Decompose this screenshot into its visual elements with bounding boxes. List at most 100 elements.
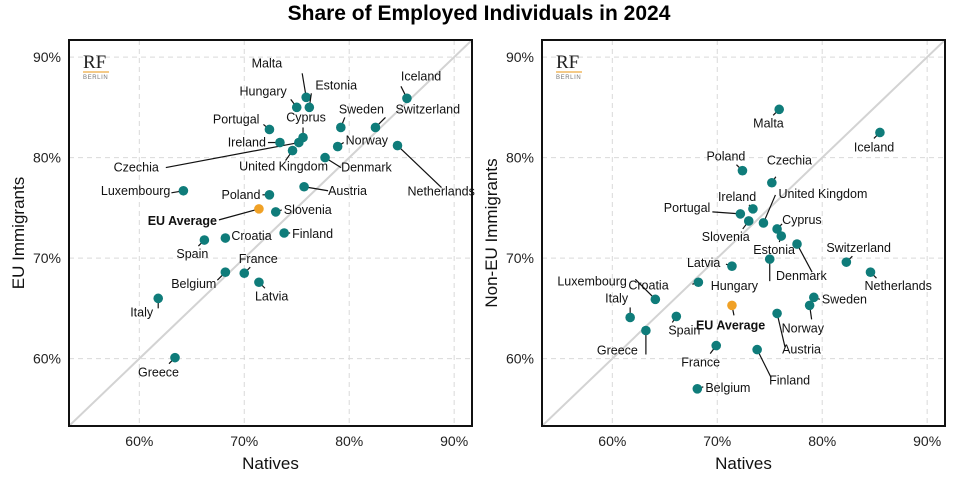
- y-tick-label: 80%: [506, 150, 534, 166]
- data-point: [264, 124, 275, 135]
- data-point: [301, 92, 311, 103]
- data-point: [735, 209, 746, 219]
- y-tick-label: 90%: [506, 49, 534, 65]
- point-label: Spain: [176, 247, 208, 261]
- point-label: Poland: [706, 150, 745, 164]
- point-label: Estonia: [753, 243, 795, 257]
- point-label: Norway: [782, 321, 825, 335]
- data-point: [153, 293, 164, 304]
- panel-non-eu-immigrants: 60% 70% 80% 90% 60% 70% 80% 90% RF BERLIN Malta Ice…: [482, 39, 946, 473]
- point-label: Czechia: [767, 154, 812, 168]
- point-label: Belgium: [705, 381, 750, 395]
- data-point: [294, 137, 304, 148]
- x-tick-label: 70%: [230, 433, 258, 449]
- point-label: Spain: [668, 323, 700, 337]
- leader-line: [762, 194, 776, 224]
- y-tick-label: 70%: [33, 250, 61, 266]
- data-point: [402, 93, 412, 104]
- data-point: [711, 340, 722, 351]
- data-point: [170, 352, 180, 363]
- x-tick-label: 80%: [808, 433, 836, 449]
- point-label: France: [681, 356, 720, 370]
- data-point: [772, 224, 782, 234]
- data-point: [270, 207, 281, 217]
- point-label: Hungary: [711, 279, 759, 293]
- data-point: [875, 127, 885, 138]
- logo-rf-text: RF: [556, 52, 579, 73]
- plot-frame: [541, 39, 946, 427]
- point-label: Malta: [753, 116, 784, 130]
- x-tick-label: 90%: [440, 433, 468, 449]
- leader-line: [796, 243, 813, 273]
- point-label: Slovenia: [284, 203, 332, 217]
- data-point: [304, 102, 315, 113]
- data-point: [336, 122, 346, 133]
- logo-berlin-text: BERLIN: [83, 75, 108, 81]
- data-point: [287, 145, 298, 156]
- point-label: Netherlands: [407, 185, 474, 199]
- data-point: [752, 344, 762, 355]
- data-point: [279, 228, 289, 238]
- x-tick-label: 80%: [335, 433, 363, 449]
- point-label: Latvia: [687, 256, 720, 270]
- point-label: Italy: [605, 291, 629, 305]
- data-point: [220, 267, 231, 278]
- data-point: [671, 311, 682, 322]
- point-label: Luxembourg: [101, 184, 171, 198]
- data-point: [641, 325, 651, 336]
- x-tick-label: 70%: [703, 433, 731, 449]
- point-label: EU Average: [696, 318, 765, 332]
- point-label: Croatia: [231, 229, 271, 243]
- point-label: Latvia: [255, 289, 288, 303]
- data-point: [332, 141, 343, 152]
- point-label: Sweden: [822, 292, 867, 306]
- point-label: Denmark: [341, 161, 392, 175]
- point-label: Iceland: [401, 69, 441, 83]
- point-label: Estonia: [315, 78, 357, 92]
- point-label: United Kingdom: [239, 160, 328, 174]
- point-label: Austria: [782, 342, 821, 356]
- data-point: [320, 152, 330, 163]
- point-label: Norway: [346, 134, 389, 148]
- data-point: [693, 277, 704, 288]
- point-label: Czechia: [114, 161, 159, 175]
- y-tick-label: 70%: [506, 250, 534, 266]
- y-tick-label: 60%: [506, 351, 534, 367]
- point-label: Greece: [597, 344, 638, 358]
- point-label: Croatia: [628, 278, 668, 292]
- x-tick-label: 60%: [125, 433, 153, 449]
- data-point: [841, 257, 852, 267]
- leader-line: [165, 141, 299, 169]
- point-label: EU Average: [148, 214, 217, 228]
- data-point: [727, 261, 737, 271]
- point-label: France: [239, 252, 278, 266]
- chart-title: Share of Employed Individuals in 2024: [287, 2, 671, 25]
- leader-line: [776, 313, 786, 348]
- point-label: Italy: [130, 305, 154, 319]
- point-label: Ireland: [228, 136, 266, 150]
- y-axis-label: Non-EU Immigrants: [482, 158, 501, 307]
- data-point: [758, 218, 769, 228]
- point-label: Netherlands: [864, 279, 931, 293]
- data-point: [199, 235, 210, 245]
- logo-rf-text: RF: [83, 52, 106, 73]
- point-label: Finland: [769, 374, 810, 388]
- point-label: Malta: [252, 56, 283, 70]
- leader-line: [218, 208, 260, 221]
- point-label: Austria: [328, 184, 367, 198]
- data-point: [291, 102, 302, 113]
- data-point: [865, 267, 876, 278]
- point-label: Iceland: [854, 140, 894, 154]
- point-label: Denmark: [776, 269, 827, 283]
- x-tick-label: 90%: [913, 433, 941, 449]
- x-axis-label: Natives: [715, 454, 772, 473]
- point-label: Greece: [138, 366, 179, 380]
- leader-line: [397, 145, 442, 188]
- leader-line: [756, 349, 772, 378]
- diagonal-line: [542, 40, 945, 426]
- data-point: [764, 254, 775, 264]
- point-label: Cyprus: [782, 213, 822, 227]
- point-label: Luxembourg: [557, 274, 627, 288]
- data-point: [220, 233, 231, 243]
